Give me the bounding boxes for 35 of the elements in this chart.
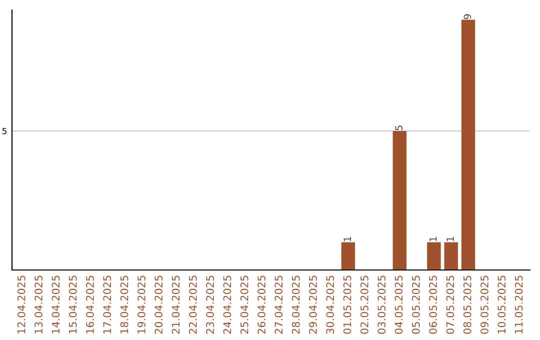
x-tick-label: 26.04.2025 [258, 276, 266, 334]
x-tick-label: 25.04.2025 [240, 276, 248, 334]
data-label: 5 [395, 126, 402, 130]
x-tick-label: 29.04.2025 [309, 276, 317, 334]
x-tick-label: 12.04.2025 [17, 276, 26, 334]
x-tick-label: 15.04.2025 [68, 276, 77, 334]
x-tick-label: 01.05.2025 [343, 276, 352, 334]
x-tick-label: 16.04.2025 [86, 276, 94, 334]
x-tick-label: 19.04.2025 [138, 276, 146, 334]
x-tick-label: 11.05.2025 [514, 276, 523, 334]
x-tick-label: 17.04.2025 [103, 276, 112, 334]
x-tick-label: 07.05.2025 [446, 276, 454, 334]
x-tick-label: 18.04.2025 [120, 276, 128, 334]
x-tick-label: 28.04.2025 [292, 276, 300, 334]
data-label: 1 [430, 236, 437, 242]
x-tick-label: 27.04.2025 [274, 276, 283, 334]
x-tick-label: 23.04.2025 [206, 276, 214, 334]
x-tick-label: 13.04.2025 [34, 276, 42, 334]
x-tick-label: 05.05.2025 [412, 276, 420, 334]
x-tick-label: 02.05.2025 [360, 276, 368, 334]
x-tick-label: 03.05.2025 [378, 276, 386, 334]
x-tick-label: 22.04.2025 [188, 276, 197, 334]
x-tick-label: 04.05.2025 [394, 276, 403, 334]
x-tick-label: 06.05.2025 [429, 276, 437, 334]
x-tick-label: 10.05.2025 [498, 276, 506, 334]
data-label: 9 [464, 14, 472, 20]
data-label: 1 [446, 236, 454, 242]
x-tick-label: 21.04.2025 [172, 276, 180, 334]
x-tick-label: 30.04.2025 [326, 276, 334, 334]
x-tick-label: 14.04.2025 [52, 276, 60, 334]
data-label: 1 [344, 236, 351, 242]
x-tick-label: 20.04.2025 [154, 276, 163, 334]
x-tick-label: 24.04.2025 [223, 276, 232, 334]
x-tick-label: 09.05.2025 [480, 276, 488, 334]
x-tick-label: 08.05.2025 [463, 276, 472, 334]
